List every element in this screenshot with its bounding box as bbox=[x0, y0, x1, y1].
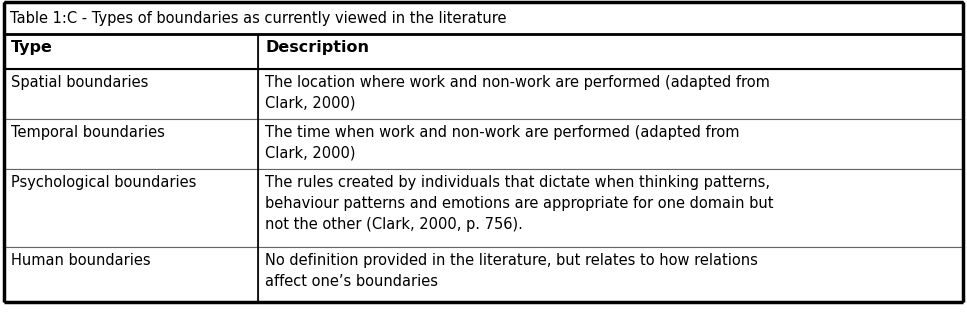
Bar bbox=[258, 169, 963, 247]
Text: Description: Description bbox=[265, 40, 369, 55]
Text: The location where work and non-work are performed (adapted from
Clark, 2000): The location where work and non-work are… bbox=[265, 75, 770, 111]
Text: Psychological boundaries: Psychological boundaries bbox=[11, 175, 196, 190]
Text: No definition provided in the literature, but relates to how relations
affect on: No definition provided in the literature… bbox=[265, 253, 758, 289]
Bar bbox=[258, 247, 963, 302]
Text: Temporal boundaries: Temporal boundaries bbox=[11, 125, 165, 140]
Bar bbox=[258, 69, 963, 119]
Bar bbox=[4, 2, 963, 34]
Bar bbox=[4, 34, 258, 69]
Bar bbox=[4, 119, 258, 169]
Text: Human boundaries: Human boundaries bbox=[11, 253, 151, 268]
Bar bbox=[258, 119, 963, 169]
Text: The time when work and non-work are performed (adapted from
Clark, 2000): The time when work and non-work are perf… bbox=[265, 125, 740, 161]
Text: Table 1:C - Types of boundaries as currently viewed in the literature: Table 1:C - Types of boundaries as curre… bbox=[10, 10, 507, 25]
Text: The rules created by individuals that dictate when thinking patterns,
behaviour : The rules created by individuals that di… bbox=[265, 175, 774, 232]
Bar bbox=[258, 34, 963, 69]
Bar bbox=[4, 69, 258, 119]
Bar bbox=[4, 247, 258, 302]
Text: Spatial boundaries: Spatial boundaries bbox=[11, 75, 148, 90]
Text: Type: Type bbox=[11, 40, 53, 55]
Bar bbox=[4, 169, 258, 247]
